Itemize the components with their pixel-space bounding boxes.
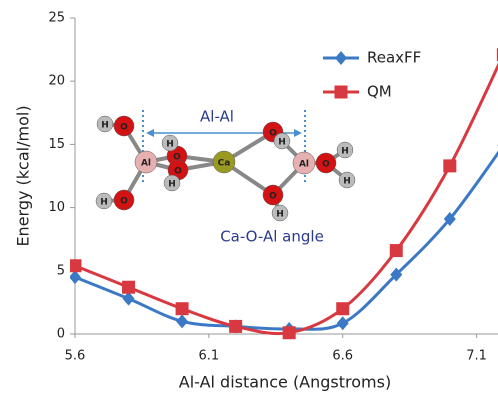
y-tick-label: 15 [48, 137, 65, 152]
atom-label: H [343, 177, 351, 187]
atom-label: O [269, 192, 277, 202]
marker [176, 314, 188, 328]
atom-label: H [101, 121, 109, 131]
atom-label: O [120, 123, 128, 133]
atom-label: O [322, 160, 330, 170]
x-tick-label: 6.6 [332, 349, 353, 364]
marker [69, 259, 82, 272]
atom-label: Al [299, 160, 309, 170]
legend-label: ReaxFF [367, 49, 421, 67]
marker [337, 316, 349, 330]
legend-label: QM [367, 83, 392, 101]
plot-area [69, 48, 498, 339]
atom-label: H [276, 210, 284, 220]
y-tick-label: 25 [48, 11, 65, 26]
atom-label: Al [141, 159, 151, 169]
marker [336, 302, 349, 315]
y-tick-label: 20 [48, 74, 65, 89]
annotation: Ca-O-Al angle [220, 228, 324, 246]
x-tick-label: 5.6 [65, 349, 86, 364]
atom-label: H [100, 198, 108, 208]
atom-label: O [120, 197, 128, 207]
atom-label: H [166, 140, 174, 150]
chart: Al-Al distance (Angstroms) Energy (kcal/… [0, 0, 498, 394]
marker [390, 244, 403, 257]
y-axis-label: Energy (kcal/mol) [14, 105, 33, 246]
series-line [75, 55, 498, 334]
legend-marker [335, 51, 347, 65]
annotation: Al-Al [200, 108, 234, 126]
arrow-head [146, 129, 154, 137]
atom-label: H [341, 147, 349, 157]
atom-label: O [174, 167, 182, 177]
marker [122, 281, 135, 294]
y-tick-label: 10 [48, 200, 65, 215]
y-tick-label: 0 [57, 327, 65, 342]
marker [229, 320, 242, 333]
arrow-head [294, 129, 302, 137]
marker [176, 302, 189, 315]
atom-label: H [168, 180, 176, 190]
x-axis-label: Al-Al distance (Angstroms) [179, 373, 391, 392]
marker [283, 326, 296, 339]
marker [443, 159, 456, 172]
y-tick-label: 5 [57, 263, 65, 278]
x-tick-label: 6.1 [199, 349, 220, 364]
legend-marker [335, 86, 348, 99]
atom-label: Ca [218, 159, 231, 169]
x-tick-label: 7.1 [466, 349, 487, 364]
atom-label: H [278, 138, 286, 148]
